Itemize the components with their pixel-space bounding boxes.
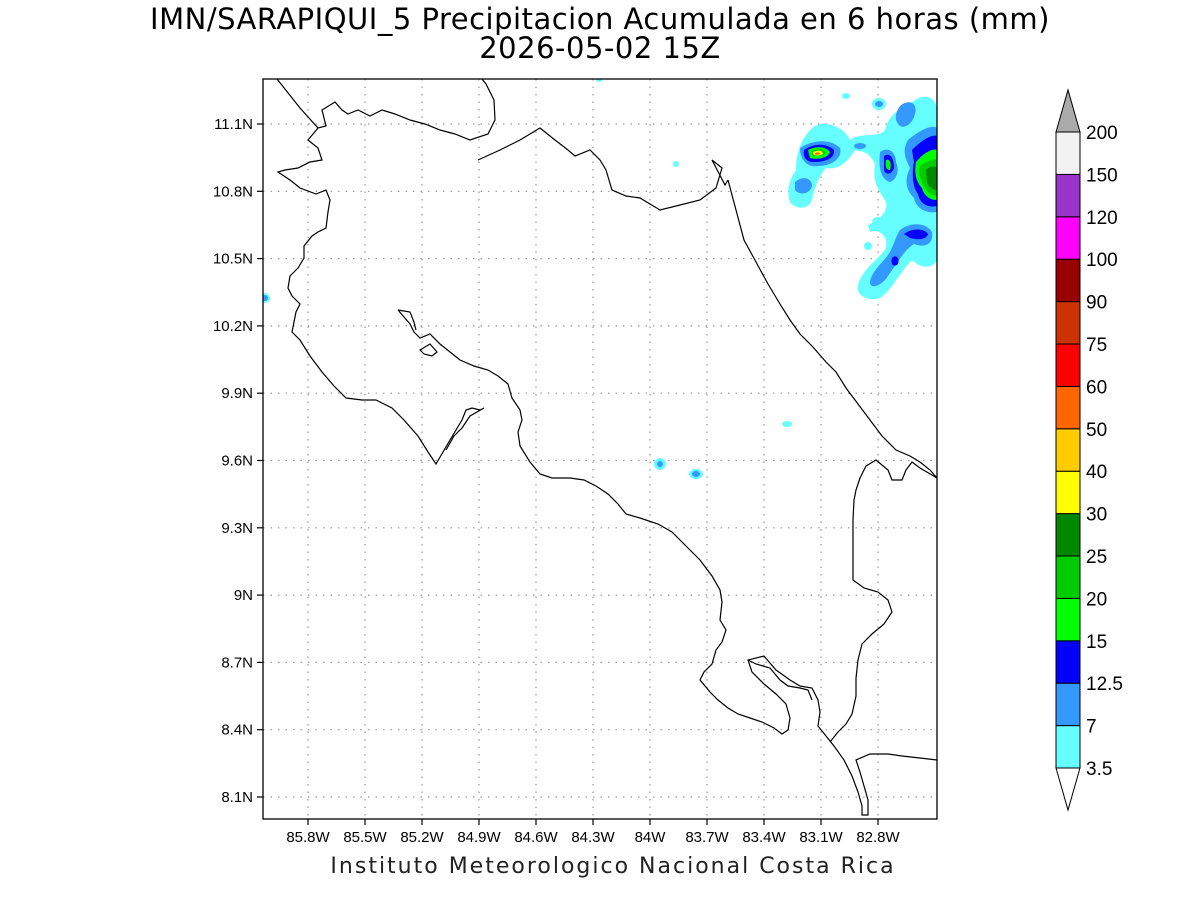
y-tick-label: 10.8N: [213, 183, 253, 200]
x-tick-label: 84.3W: [571, 829, 615, 846]
colorbar-box: [1055, 513, 1081, 557]
colorbar-box: [1055, 216, 1081, 260]
colorbar-box: [1055, 258, 1081, 303]
grid-lines: [263, 79, 937, 819]
precipitation-areas: [263, 79, 937, 479]
x-tick-label: 84.9W: [457, 829, 501, 846]
lake-shoreline-south: [477, 127, 729, 211]
axes: 85.8W 85.5W 85.2W 84.9W 84.6W 84.3W 84W 83.7W 83…: [213, 116, 901, 846]
y-tick-label: 8.1N: [221, 789, 253, 806]
colorbar-box: [1055, 385, 1081, 430]
map-subtitle-date: 2026-05-02 15Z: [479, 31, 721, 65]
footer-credit: Instituto Meteorologico Nacional Costa R…: [330, 854, 896, 879]
colorbar-label: 30: [1086, 505, 1107, 526]
colorbar-label: 75: [1086, 335, 1107, 356]
colorbar-box: [1055, 597, 1081, 642]
colorbar-label: 7: [1086, 717, 1097, 738]
x-tick-label: 85.2W: [400, 829, 444, 846]
y-tick-label: 9.9N: [221, 385, 253, 402]
colorbar-box: [1055, 640, 1081, 684]
colorbar-label: 150: [1086, 165, 1118, 186]
colorbar-label: 12.5: [1086, 674, 1123, 695]
colorbar-label: 60: [1086, 377, 1107, 398]
colorbar-box: [1055, 343, 1081, 387]
coastlines: [276, 79, 937, 816]
precip-small-cells: [263, 293, 792, 479]
precip-cluster-north: [596, 79, 937, 300]
map-frame: [262, 78, 938, 820]
x-tick-label: 84W: [635, 829, 667, 846]
colorbar-box: [1055, 725, 1081, 769]
colorbar-label: 25: [1086, 547, 1107, 568]
y-tick-label: 10.5N: [213, 251, 253, 268]
colorbar-label: 15: [1086, 632, 1107, 653]
osa-peninsula: [747, 659, 813, 701]
x-tick-label: 83.1W: [799, 829, 843, 846]
x-tick-label: 84.6W: [514, 829, 558, 846]
map-title: IMN/SARAPIQUI_5 Precipitacion Acumulada …: [150, 2, 1050, 36]
y-tick-label: 10.2N: [213, 318, 253, 335]
nicoya-peninsula-inner: [397, 309, 417, 331]
colorbar-box: [1055, 428, 1081, 472]
y-tick-label: 9.3N: [221, 520, 253, 537]
y-tick-label: 8.7N: [221, 654, 253, 671]
colorbar-label: 200: [1086, 123, 1118, 144]
colorbar-legend: 3.5 7 12.5 15 20 25 30 40 50 60 75 90 100 120 150 200: [1055, 88, 1123, 812]
colorbar-triangle-top: [1055, 88, 1081, 133]
y-tick-label: 9N: [234, 587, 253, 604]
y-tick-label: 11.1N: [214, 116, 253, 133]
x-tick-label: 83.4W: [742, 829, 786, 846]
pacific-coast-north: [276, 127, 485, 466]
colorbar-box: [1055, 682, 1081, 727]
x-tick-label: 85.8W: [286, 829, 330, 846]
colorbar-label: 120: [1086, 208, 1118, 229]
colorbar-triangle-bottom: [1055, 767, 1081, 812]
nicoya-gulf: [397, 309, 937, 816]
colorbar-box: [1055, 301, 1081, 345]
colorbar-label: 3.5: [1086, 759, 1112, 780]
colorbar-label: 90: [1086, 293, 1107, 314]
caribbean-coast: [727, 179, 937, 479]
nicoya-island: [419, 343, 438, 357]
y-tick-label: 9.6N: [221, 453, 253, 470]
x-tick-label: 83.7W: [685, 829, 729, 846]
colorbar-box: [1055, 131, 1081, 175]
colorbar-label: 40: [1086, 462, 1107, 483]
colorbar-box: [1055, 555, 1081, 599]
lake-shoreline: [276, 79, 496, 141]
colorbar-label: 20: [1086, 589, 1107, 610]
colorbar-label: 50: [1086, 420, 1107, 441]
panama-border: [829, 459, 937, 743]
colorbar-box: [1055, 470, 1081, 515]
y-tick-label: 8.4N: [221, 722, 253, 739]
x-tick-label: 85.5W: [343, 829, 387, 846]
colorbar-label: 100: [1086, 250, 1118, 271]
x-tick-label: 82.8W: [856, 829, 900, 846]
colorbar-box: [1055, 173, 1081, 218]
